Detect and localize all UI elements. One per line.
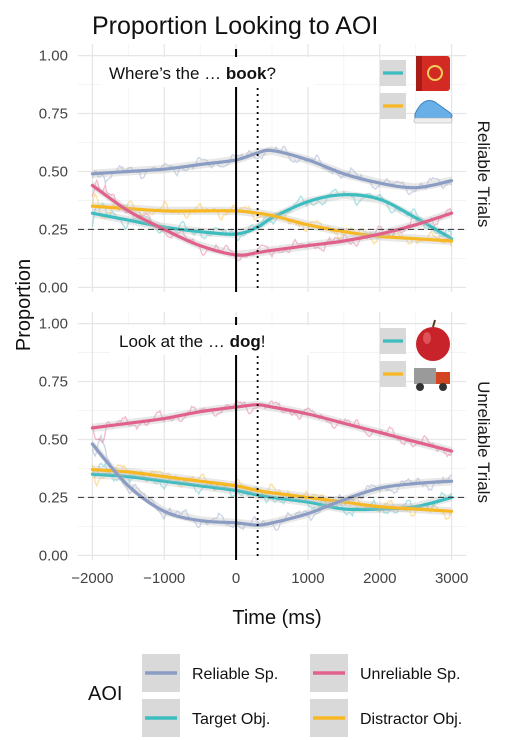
x-tick-label: 3000 xyxy=(435,570,468,587)
y-tick-label: 0.00 xyxy=(39,279,68,296)
y-tick-label: 1.00 xyxy=(39,48,68,65)
chart-title: Proportion Looking to AOI xyxy=(92,12,378,40)
series-line-reliable-sp xyxy=(90,148,454,190)
apple-body xyxy=(416,327,450,361)
series-line-unreliable-sp xyxy=(90,403,454,453)
book-spine xyxy=(416,56,422,91)
legend-title: AOI xyxy=(88,683,122,705)
legend-label: Target Obj. xyxy=(192,711,270,728)
truck-cab xyxy=(436,372,450,384)
panel-unreliable: 0.00 0.25 0.50 0.75 1.00 Look at the … dog! Un… xyxy=(39,312,493,564)
ribbon xyxy=(92,470,452,514)
legend-label: Reliable Sp. xyxy=(192,666,278,683)
y-axis-title: Proportion xyxy=(13,259,35,351)
series-line-reliable-sp xyxy=(90,442,454,527)
annotation-text: Look at the … dog! xyxy=(119,332,265,351)
annotation-text: Where’s the … book? xyxy=(109,64,276,83)
panel-reliable: 0.00 0.25 0.50 0.75 1.00 Where’s the … book? R… xyxy=(39,44,493,296)
strip-label: Unreliable Trials xyxy=(474,381,493,503)
ribbon xyxy=(92,439,452,530)
x-tick-label: 1000 xyxy=(291,570,324,587)
x-axis-ticks: −2000 −1000 0 1000 2000 3000 xyxy=(71,570,468,587)
apple-stem xyxy=(432,319,436,328)
distractor-shoe-icon xyxy=(413,100,453,124)
y-tick-label: 0.75 xyxy=(39,106,68,123)
x-axis-title: Time (ms) xyxy=(232,607,321,629)
legend-item-unreliable-sp: Unreliable Sp. xyxy=(310,654,461,692)
y-tick-label: 0.75 xyxy=(39,374,68,391)
y-tick-label: 0.25 xyxy=(39,489,68,506)
target-book-icon xyxy=(416,56,450,91)
apple-shine xyxy=(423,332,431,344)
y-tick-label: 0.50 xyxy=(39,431,68,448)
distractor-truck-icon xyxy=(414,368,450,391)
legend-label: Unreliable Sp. xyxy=(360,666,461,683)
shoe-upper xyxy=(414,100,453,121)
raw-line-distractor-obj xyxy=(91,464,452,521)
legend-item-reliable-sp: Reliable Sp. xyxy=(142,654,278,692)
legend-item-distractor-obj: Distractor Obj. xyxy=(310,699,462,737)
strip-label: Reliable Trials xyxy=(474,121,493,228)
series-line-distractor-obj xyxy=(90,204,454,243)
annotation-box xyxy=(110,325,310,355)
x-tick-label: 2000 xyxy=(363,570,396,587)
panels: 0.00 0.25 0.50 0.75 1.00 Where’s the … book? R… xyxy=(39,44,493,587)
y-tick-label: 1.00 xyxy=(39,316,68,333)
book-emblem xyxy=(427,65,443,81)
shoe-sole xyxy=(413,117,453,124)
x-tick-label: −1000 xyxy=(143,570,185,587)
target-apple-icon xyxy=(416,319,450,361)
legend-item-target-obj: Target Obj. xyxy=(142,699,270,737)
y-tick-label: 0.50 xyxy=(39,163,68,180)
truck-wheel xyxy=(416,383,424,391)
series-line-unreliable-sp xyxy=(90,183,454,257)
y-tick-label: 0.25 xyxy=(39,221,68,238)
truck-wheel xyxy=(439,383,447,391)
legend-label: Distractor Obj. xyxy=(360,711,462,728)
x-tick-label: 0 xyxy=(232,570,240,587)
series-line-target-obj xyxy=(90,472,454,512)
y-tick-label: 0.00 xyxy=(39,547,68,564)
x-tick-label: −2000 xyxy=(71,570,113,587)
series-line-distractor-obj xyxy=(90,468,454,513)
book-cover xyxy=(416,56,450,91)
truck-bed xyxy=(414,368,436,384)
annotation-box xyxy=(100,57,316,87)
legend: AOI Reliable Sp. Unreliable Sp. Target Obj.… xyxy=(88,654,462,737)
